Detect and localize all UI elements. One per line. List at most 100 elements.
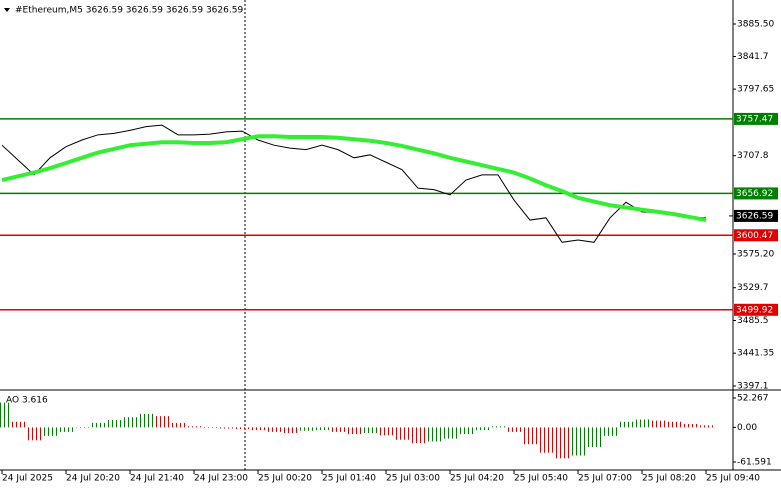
ao-bar	[20, 421, 21, 428]
y-tick-label: 3575.20	[737, 249, 774, 259]
ao-bar	[12, 421, 13, 428]
ao-bar	[252, 427, 253, 431]
ao-bar	[680, 421, 681, 428]
ao-bar	[256, 427, 257, 431]
ao-bar	[84, 427, 85, 428]
ao-bar	[636, 419, 637, 428]
ao-bar	[488, 427, 489, 431]
ao-bar	[412, 427, 413, 444]
ao-bar	[292, 427, 293, 433]
ao-bar	[212, 427, 213, 428]
ao-bar	[368, 427, 369, 433]
ao-bar	[496, 426, 497, 428]
ao-bar	[116, 420, 117, 428]
ao-bar	[76, 427, 77, 428]
ao-bar	[352, 427, 353, 435]
ao-bar	[216, 427, 217, 428]
moving-average	[1, 134, 707, 223]
ao-bar	[312, 427, 313, 431]
ao-bar	[72, 427, 73, 432]
ao-bar	[228, 427, 229, 429]
ao-bar	[152, 413, 153, 428]
ao-bar	[560, 427, 561, 459]
ao-bar	[424, 427, 425, 444]
ao-bar	[540, 427, 541, 453]
ao-bar	[692, 423, 693, 428]
x-tick-label: 24 Jul 21:40	[130, 474, 184, 484]
ao-bar	[80, 427, 81, 428]
ao-bar	[248, 427, 249, 430]
ao-bar	[548, 427, 549, 453]
ao-bar	[120, 420, 121, 428]
ao-bar	[336, 427, 337, 432]
y-tick-label: 3707.8	[737, 151, 769, 161]
ao-bar	[124, 417, 125, 428]
ao-bar	[432, 427, 433, 442]
ao-bar	[284, 427, 285, 433]
ao-bar	[544, 427, 545, 453]
ao-bar	[444, 427, 445, 439]
ao-bar	[672, 421, 673, 428]
ao-bar	[36, 427, 37, 441]
ao-bar	[676, 421, 677, 428]
ao-bar	[308, 427, 309, 431]
ao-bar	[524, 427, 525, 445]
x-tick-label: 25 Jul 09:40	[706, 474, 760, 484]
ao-bar	[60, 427, 61, 432]
ao-bar	[468, 427, 469, 435]
x-tick-label: 25 Jul 03:00	[386, 474, 440, 484]
ao-bar	[4, 402, 5, 428]
ao-bar	[64, 427, 65, 432]
ao-bar	[236, 427, 237, 430]
ao-bar	[508, 427, 509, 432]
ao-bar	[660, 420, 661, 428]
ao-bar	[164, 416, 165, 428]
ao-bar	[556, 427, 557, 459]
ao-bar	[296, 427, 297, 433]
ao-bar	[300, 427, 301, 431]
ao-bar	[160, 416, 161, 428]
x-tick-label: 24 Jul 2025	[2, 474, 53, 484]
ao-bar	[200, 426, 201, 428]
ao-bar	[380, 427, 381, 436]
ao-bar	[376, 427, 377, 433]
ao-bar	[220, 427, 221, 429]
ao-bar	[364, 427, 365, 433]
ao-bar	[356, 427, 357, 435]
ao-bar	[68, 427, 69, 432]
ao-bar	[224, 427, 225, 429]
y-tick-label: 3529.7	[737, 283, 769, 293]
ao-bar	[568, 427, 569, 459]
price-line	[1, 124, 707, 243]
ao-bar	[648, 419, 649, 428]
ao-bar	[396, 427, 397, 440]
ao-bar	[700, 425, 701, 428]
y-tick-label: 3397.1	[737, 381, 769, 391]
ao-bar	[392, 427, 393, 436]
ao-bar	[240, 427, 241, 430]
ao-bar	[688, 423, 689, 428]
ao-bar	[360, 427, 361, 435]
level-label: 3656.92	[736, 189, 773, 199]
ao-bar	[620, 421, 621, 428]
ao-bar	[176, 422, 177, 428]
y-tick-label: 3841.7	[737, 52, 769, 62]
ao-bar	[684, 423, 685, 428]
ao-bar	[136, 417, 137, 428]
ao-bar	[268, 427, 269, 432]
ao-bar	[332, 427, 333, 432]
ao-bar	[448, 427, 449, 439]
level-label-box	[734, 112, 778, 125]
ao-bar	[436, 427, 437, 442]
indicator-title: AO 3.616	[6, 396, 48, 406]
chart-title: #Ethereum,M5 3626.59 3626.59 3626.59 362…	[15, 6, 243, 16]
ao-bar	[504, 426, 505, 428]
ao-bar	[280, 427, 281, 432]
y-tick-label: 3441.35	[737, 349, 774, 359]
ao-bar	[96, 422, 97, 428]
x-tick-label: 25 Jul 08:20	[642, 474, 696, 484]
ao-bar	[316, 427, 317, 431]
ao-bar	[460, 427, 461, 435]
ao-bar	[664, 420, 665, 428]
